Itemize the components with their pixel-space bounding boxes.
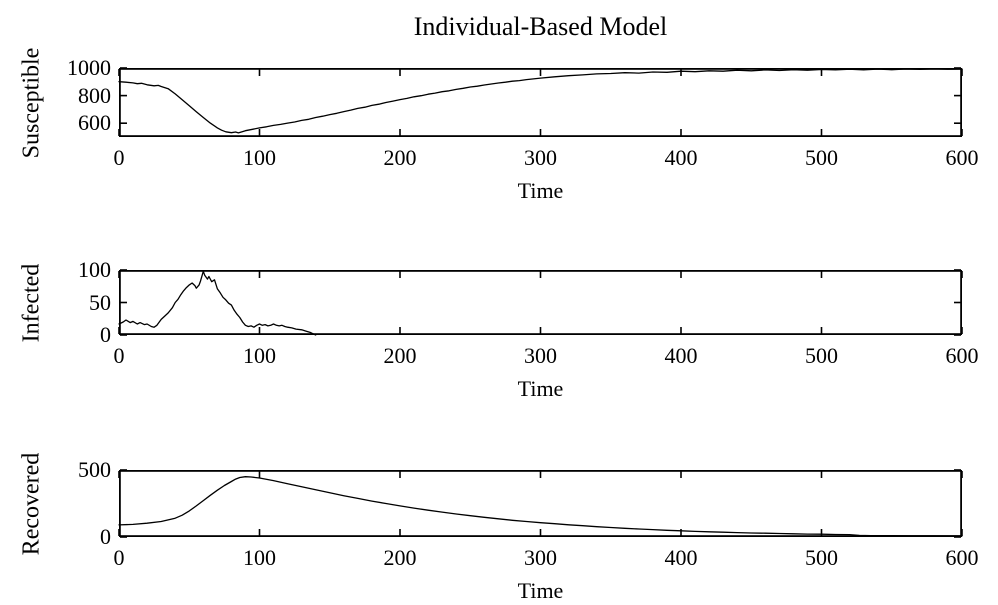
x-tick-label: 0 xyxy=(113,145,125,170)
x-tick-label: 300 xyxy=(524,343,557,368)
y-tick-label: 500 xyxy=(78,457,111,482)
plot-area-recovered xyxy=(118,469,963,538)
x-tick-label: 200 xyxy=(383,343,417,368)
x-axis-label-time: Time xyxy=(517,578,564,603)
x-tick-label: 100 xyxy=(243,545,276,570)
x-tick-label: 500 xyxy=(805,343,838,368)
x-tick-label: 300 xyxy=(524,545,557,570)
y-tick-label: 600 xyxy=(78,110,111,136)
x-axis-label-time: Time xyxy=(517,178,564,203)
x-tick-label: 300 xyxy=(524,145,557,170)
plot-area-infected xyxy=(118,269,963,336)
x-tick-label: 0 xyxy=(113,545,125,570)
chart-title: Individual-Based Model xyxy=(413,12,668,41)
y-tick-label: 0 xyxy=(100,322,111,347)
x-tick-label: 500 xyxy=(805,545,838,570)
x-tick-label: 400 xyxy=(664,145,698,170)
plot-area-susceptible xyxy=(118,67,963,137)
y-tick-label: 1000 xyxy=(67,55,111,80)
x-tick-label: 200 xyxy=(383,545,417,570)
y-tick-label: 50 xyxy=(89,289,111,315)
x-tick-label: 200 xyxy=(383,145,417,170)
x-tick-label: 100 xyxy=(243,343,276,368)
x-tick-label: 0 xyxy=(113,343,125,368)
x-tick-label: 100 xyxy=(243,145,276,170)
x-tick-label: 400 xyxy=(664,343,698,368)
x-tick-label: 600 xyxy=(945,343,979,368)
x-tick-label: 600 xyxy=(945,545,979,570)
x-tick-label: 400 xyxy=(664,545,698,570)
y-tick-label: 100 xyxy=(78,257,111,282)
x-axis-label-time: Time xyxy=(517,376,564,401)
x-tick-label: 600 xyxy=(945,145,979,170)
y-tick-label: 0 xyxy=(100,524,111,549)
y-axis-label-recovered: Recovered xyxy=(18,452,44,555)
y-tick-label: 800 xyxy=(78,82,111,108)
x-tick-label: 500 xyxy=(805,145,838,170)
